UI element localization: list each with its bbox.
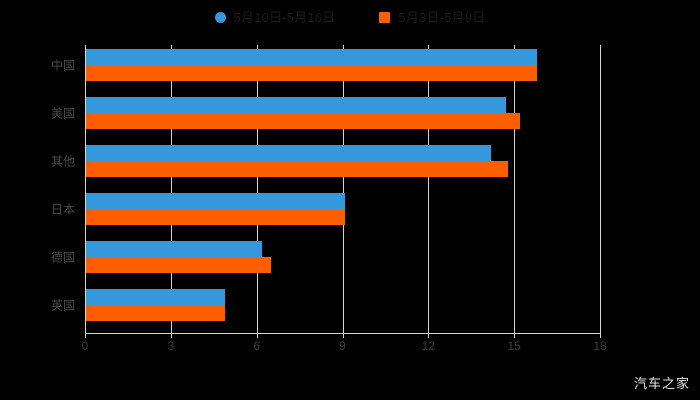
bar[interactable] (86, 209, 346, 225)
x-axis-tick-mark (170, 333, 172, 338)
bar[interactable] (86, 305, 226, 321)
gridline (342, 45, 344, 333)
chart-legend: 5月10日-5月16日 5月3日-5月9日 (0, 6, 700, 28)
legend-marker-circle-icon (214, 11, 226, 23)
y-axis-category-label: 英国 (50, 298, 75, 313)
y-axis-category-label: 美国 (50, 106, 75, 121)
gridline (428, 45, 430, 333)
y-axis-category-label: 中国 (50, 58, 75, 73)
y-axis-category-label: 德国 (50, 250, 75, 265)
x-axis-tick-label: 12 (421, 339, 436, 353)
x-axis-tick-mark (342, 333, 344, 338)
bar[interactable] (86, 289, 226, 305)
x-axis-tick-mark (256, 333, 258, 338)
bar[interactable] (86, 97, 506, 113)
x-axis-tick-label: 18 (593, 339, 607, 353)
legend-entry-series-2[interactable]: 5月3日-5月9日 (379, 11, 485, 24)
x-axis-tick-mark (514, 333, 516, 338)
legend-label-series-2: 5月3日-5月9日 (398, 9, 486, 25)
y-axis-category-label: 日本 (50, 202, 75, 217)
watermark: 汽车之家 (633, 376, 690, 391)
bar[interactable] (86, 193, 346, 209)
x-axis-tick-label: 15 (507, 339, 521, 353)
bar[interactable] (86, 145, 492, 161)
x-axis-tick-mark (85, 333, 86, 338)
x-axis-tick-label: 6 (253, 339, 260, 353)
x-axis-tick-label: 3 (167, 339, 175, 353)
plot-area: 0 3 6 9 12 15 18 中国美国其他日本德国英国 (51, 45, 607, 353)
gridline (600, 45, 601, 333)
y-axis-category-label: 其他 (50, 154, 75, 169)
legend-label-series-1: 5月10日-5月16日 (233, 9, 336, 25)
bar[interactable] (86, 161, 509, 177)
bar[interactable] (86, 65, 538, 81)
legend-marker-square-icon (379, 11, 391, 23)
bar[interactable] (86, 241, 263, 257)
bar[interactable] (86, 113, 520, 129)
bar[interactable] (86, 49, 538, 65)
gridline (514, 45, 516, 333)
x-axis-tick-mark (600, 333, 601, 338)
gridline (170, 45, 172, 333)
x-axis-tick-label: 0 (81, 339, 89, 353)
x-axis-tick-mark (428, 333, 430, 338)
x-axis-tick-label: 9 (339, 339, 346, 353)
bar[interactable] (86, 257, 271, 273)
y-axis-line (85, 45, 86, 333)
gridline (256, 45, 258, 333)
legend-entry-series-1[interactable]: 5月10日-5月16日 (214, 9, 336, 25)
